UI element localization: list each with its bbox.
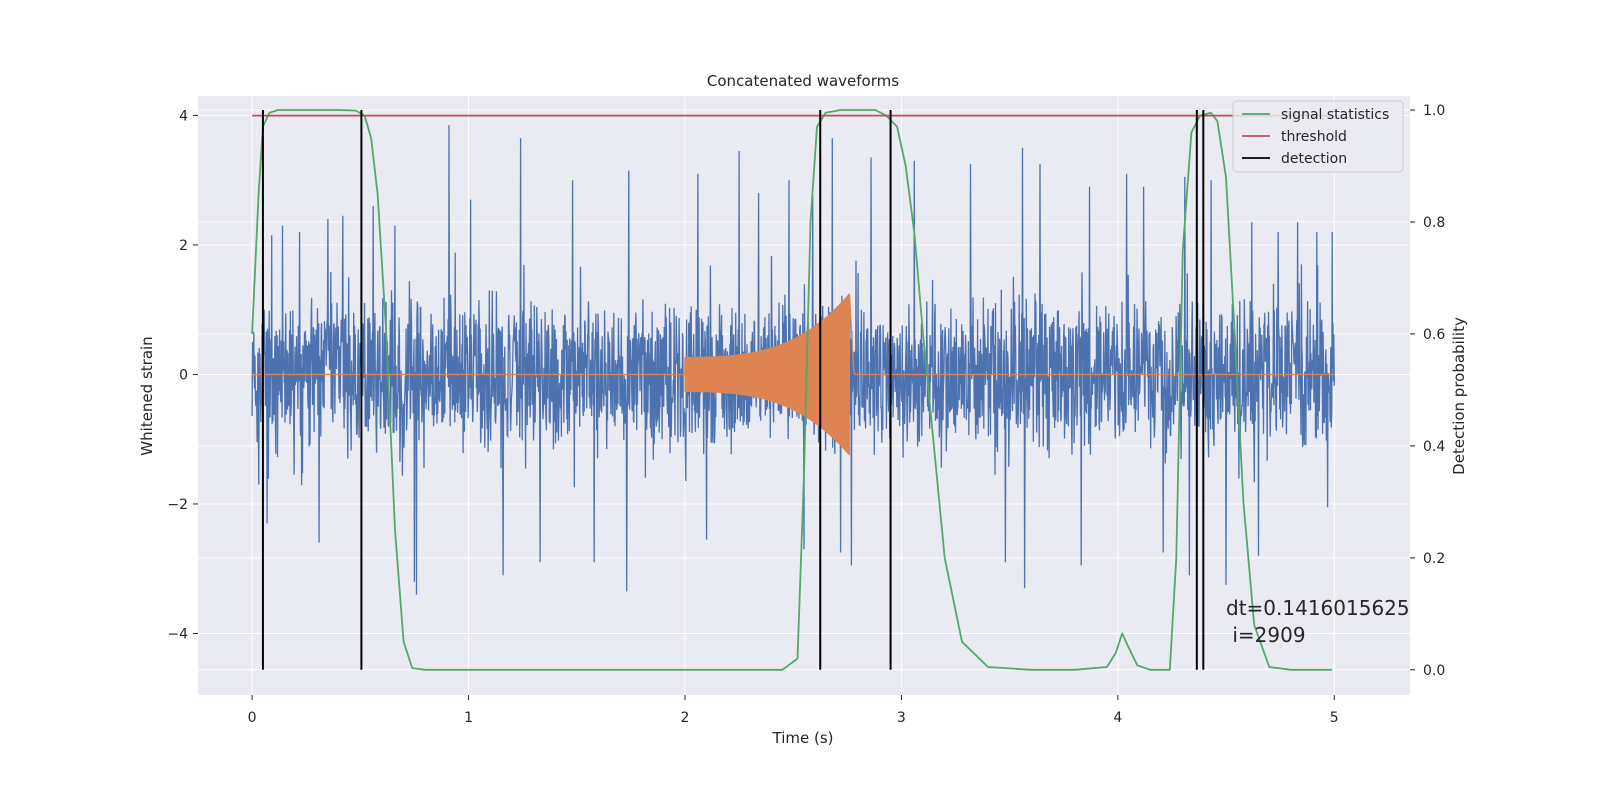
legend-box — [1232, 100, 1404, 173]
x-tick-label: 4 — [1113, 710, 1122, 726]
injected-waveform-line — [252, 293, 1335, 456]
y2-tick-label: 0.4 — [1423, 439, 1445, 455]
data-layer — [251, 109, 1335, 671]
y-tick-label: 0 — [179, 367, 188, 383]
annotation-dt: dt=0.1416015625 — [1226, 596, 1410, 620]
axes: 0 1 2 3 4 5 −4 −2 0 2 4 0.0 0.2 0.4 0.6 0.8 1.0 — [167, 103, 1445, 726]
y-tick-label: 4 — [179, 108, 188, 124]
annotation-index: i=2909 — [1226, 623, 1306, 647]
y-tick-label: 2 — [179, 238, 188, 254]
x-tick-label: 0 — [248, 710, 257, 726]
legend-label-signal-statistics: signal statistics — [1281, 107, 1389, 123]
signal-statistics-line — [251, 109, 1333, 671]
y-axis-label: Whitened strain — [138, 336, 156, 455]
legend: signal statistics threshold detection — [1232, 100, 1404, 173]
y2-tick-label: 0.6 — [1423, 327, 1445, 343]
x-tick-label: 5 — [1330, 710, 1339, 726]
y-tick-label: −2 — [167, 497, 188, 513]
x-tick-label: 3 — [897, 710, 906, 726]
y-tick-label: −4 — [167, 626, 188, 642]
whitened-strain-line — [251, 125, 1335, 595]
y2-tick-label: 0.0 — [1423, 663, 1445, 679]
x-tick-label: 1 — [464, 710, 473, 726]
y2-tick-label: 1.0 — [1423, 103, 1445, 119]
chart-title: Concatenated waveforms — [707, 72, 899, 90]
y2-tick-label: 0.8 — [1423, 215, 1445, 231]
legend-label-detection: detection — [1281, 151, 1347, 167]
x-axis-label: Time (s) — [772, 729, 834, 747]
x-tick-label: 2 — [681, 710, 690, 726]
y2-tick-label: 0.2 — [1423, 551, 1445, 567]
y2-axis-label: Detection probability — [1450, 317, 1468, 475]
legend-label-threshold: threshold — [1281, 129, 1347, 145]
